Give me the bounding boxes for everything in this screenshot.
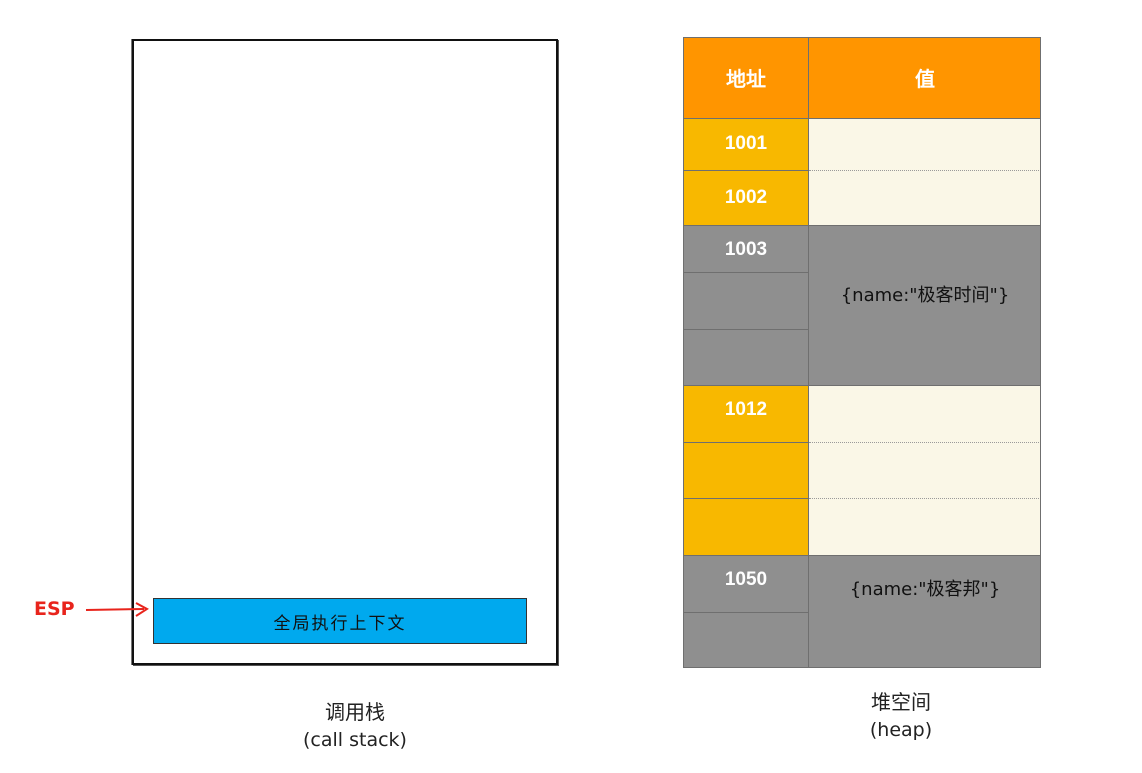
heap-value-cell xyxy=(809,442,1041,498)
grid-line xyxy=(683,385,1041,386)
heap-address-label: 1001 xyxy=(724,133,768,154)
call-stack-caption: 调用栈 (call stack) xyxy=(250,698,460,754)
heap-header-address-label: 地址 xyxy=(726,69,766,91)
heap-address-cell xyxy=(683,612,809,668)
grid-line xyxy=(683,118,1041,119)
heap-address-cell: 1001 xyxy=(683,118,809,170)
heap-header-address: 地址 xyxy=(683,37,809,118)
heap-caption: 堆空间 (heap) xyxy=(796,688,1006,744)
heap-value-cell xyxy=(809,498,1041,555)
call-stack-title: 调用栈 xyxy=(325,700,385,724)
heap-object-value: {name:"极客邦"} xyxy=(809,555,1041,668)
call-stack-subtitle: (call stack) xyxy=(303,729,407,751)
grid-line xyxy=(809,442,1041,443)
global-execution-context-frame: 全局执行上下文 xyxy=(153,598,527,644)
frame-label: 全局执行上下文 xyxy=(273,613,407,634)
heap-object-label: {name:"极客时间"} xyxy=(840,285,1010,306)
heap-address-cell: 1050 xyxy=(683,555,809,612)
heap-header-value: 值 xyxy=(809,37,1041,118)
heap-table: 地址 值 1001 1002 1003 {name:"极客时间"} 1012 1… xyxy=(683,37,1041,668)
grid-line xyxy=(683,612,809,613)
grid-line xyxy=(683,170,809,171)
grid-line xyxy=(683,555,1041,556)
grid-line xyxy=(809,498,1041,499)
heap-address-cell xyxy=(683,329,809,385)
grid-line xyxy=(683,225,1041,226)
heap-object-label: {name:"极客邦"} xyxy=(849,579,1001,600)
grid-line xyxy=(809,170,1041,171)
heap-address-label: 1012 xyxy=(724,399,768,420)
heap-address-cell xyxy=(683,272,809,329)
grid-line xyxy=(683,442,809,443)
grid-line xyxy=(683,498,809,499)
call-stack-box xyxy=(132,39,558,665)
heap-address-cell xyxy=(683,498,809,555)
heap-address-label: 1050 xyxy=(724,569,768,590)
heap-value-cell xyxy=(809,170,1041,225)
heap-object-value: {name:"极客时间"} xyxy=(809,225,1041,385)
heap-value-cell xyxy=(809,118,1041,170)
heap-address-label: 1002 xyxy=(724,186,768,208)
heap-address-cell: 1012 xyxy=(683,385,809,442)
grid-line xyxy=(683,329,809,330)
heap-address-cell: 1003 xyxy=(683,225,809,272)
heap-title: 堆空间 xyxy=(871,690,931,714)
heap-value-cell xyxy=(809,385,1041,442)
esp-arrow-icon xyxy=(85,602,149,617)
heap-address-label: 1003 xyxy=(724,239,768,260)
heap-header-value-label: 值 xyxy=(915,69,935,91)
heap-table-border xyxy=(683,37,1041,668)
grid-divider xyxy=(808,37,809,668)
heap-address-cell xyxy=(683,442,809,498)
esp-label: ESP xyxy=(34,598,75,620)
heap-address-cell: 1002 xyxy=(683,170,809,225)
heap-subtitle: (heap) xyxy=(869,719,933,741)
grid-line xyxy=(683,272,809,273)
